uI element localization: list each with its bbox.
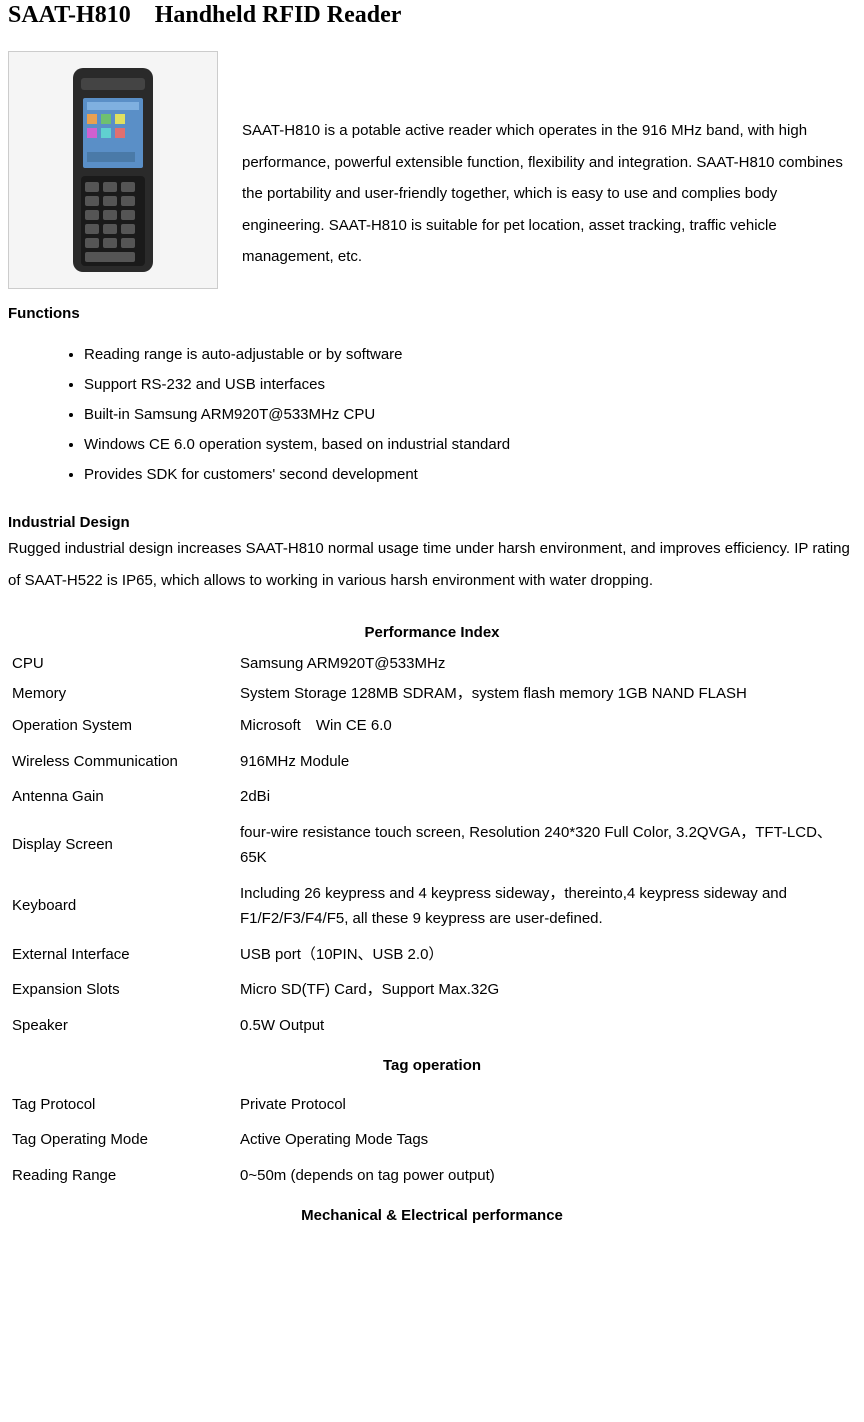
spec-label: External Interface [8,937,236,973]
spec-label: Speaker [8,1008,236,1044]
spec-label: Display Screen [8,815,236,876]
table-row: Keyboard Including 26 keypress and 4 key… [8,876,856,937]
spec-label: Operation System [8,708,236,744]
table-row: Antenna Gain 2dBi [8,779,856,815]
industrial-paragraph: Rugged industrial design increases SAAT-… [8,533,856,596]
spec-table: CPU Samsung ARM920T@533MHz Memory System… [8,649,856,1237]
list-item: Windows CE 6.0 operation system, based o… [84,430,856,460]
table-row: Display Screen four-wire resistance touc… [8,815,856,876]
table-section-heading: Tag operation [8,1043,856,1087]
table-row: Tag Protocol Private Protocol [8,1087,856,1123]
list-item: Reading range is auto-adjustable or by s… [84,340,856,370]
spec-label: Tag Protocol [8,1087,236,1123]
performance-heading: Performance Index [8,624,856,641]
list-item: Built-in Samsung ARM920T@533MHz CPU [84,400,856,430]
table-row: Speaker 0.5W Output [8,1008,856,1044]
spec-label: Reading Range [8,1158,236,1194]
spec-value: 916MHz Module [236,744,856,780]
table-row: Reading Range 0~50m (depends on tag powe… [8,1158,856,1194]
mech-heading: Mechanical & Electrical performance [8,1193,856,1237]
list-item: Support RS-232 and USB interfaces [84,370,856,400]
product-image [8,51,218,289]
spec-value: Micro SD(TF) Card，Support Max.32G [236,972,856,1008]
tag-heading: Tag operation [8,1043,856,1087]
spec-value: 0~50m (depends on tag power output) [236,1158,856,1194]
table-row: Wireless Communication 916MHz Module [8,744,856,780]
table-row: External Interface USB port（10PIN、USB 2.… [8,937,856,973]
table-row: Operation System Microsoft Win CE 6.0 [8,708,856,744]
functions-list: Reading range is auto-adjustable or by s… [84,340,856,490]
table-row: Tag Operating Mode Active Operating Mode… [8,1122,856,1158]
list-item: Provides SDK for customers' second devel… [84,460,856,490]
spec-label: Tag Operating Mode [8,1122,236,1158]
spec-label: CPU [8,649,236,679]
table-section-heading: Mechanical & Electrical performance [8,1193,856,1237]
spec-value: Microsoft Win CE 6.0 [236,708,856,744]
spec-label: Antenna Gain [8,779,236,815]
spec-value: System Storage 128MB SDRAM，system flash … [236,679,856,709]
intro-section: SAAT-H810 is a potable active reader whi… [8,51,856,289]
spec-value: 0.5W Output [236,1008,856,1044]
table-row: Memory System Storage 128MB SDRAM，system… [8,679,856,709]
spec-label: Memory [8,679,236,709]
spec-value: 2dBi [236,779,856,815]
spec-value: four-wire resistance touch screen, Resol… [236,815,856,876]
spec-label: Wireless Communication [8,744,236,780]
spec-label: Keyboard [8,876,236,937]
spec-label: Expansion Slots [8,972,236,1008]
industrial-heading: Industrial Design [8,514,856,531]
page-title: SAAT-H810 Handheld RFID Reader [8,2,856,29]
table-row: CPU Samsung ARM920T@533MHz [8,649,856,679]
spec-value: Samsung ARM920T@533MHz [236,649,856,679]
spec-value: USB port（10PIN、USB 2.0） [236,937,856,973]
spec-value: Active Operating Mode Tags [236,1122,856,1158]
spec-value: Including 26 keypress and 4 keypress sid… [236,876,856,937]
device-illustration-icon [43,60,183,280]
functions-heading: Functions [8,305,856,322]
intro-paragraph: SAAT-H810 is a potable active reader whi… [242,51,856,273]
table-row: Expansion Slots Micro SD(TF) Card，Suppor… [8,972,856,1008]
spec-value: Private Protocol [236,1087,856,1123]
